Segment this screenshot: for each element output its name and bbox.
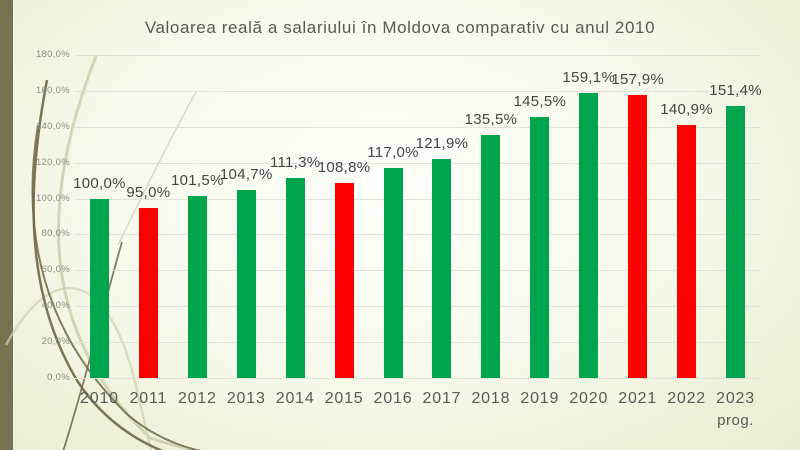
bar-2014[interactable] (285, 178, 305, 378)
y-axis-tick-label: 180,0% (35, 49, 70, 60)
bar-2018[interactable] (481, 134, 501, 378)
bar-value-label: 157,9% (611, 70, 665, 88)
bar-2022[interactable] (677, 125, 697, 378)
chart-title: Valoarea reală a salariului în Moldova c… (144, 18, 656, 37)
y-axis-tick-label: 20,0% (41, 336, 70, 348)
x-axis-label: 2013 (226, 390, 266, 407)
bar-2023[interactable] (726, 106, 746, 378)
bar-2021[interactable] (628, 94, 648, 378)
y-axis-tick-label: 80,0% (41, 228, 70, 240)
x-axis-label: 2023 (716, 390, 755, 407)
bar-2015[interactable] (334, 182, 354, 378)
bar-value-label: 111,3% (269, 154, 321, 172)
x-axis-label: 2014 (275, 390, 315, 407)
bar-2010[interactable] (89, 198, 109, 378)
x-axis-label: 2010 (80, 390, 119, 407)
bar-value-label: 104,7% (219, 166, 273, 184)
x-axis-label: 2021 (618, 390, 658, 407)
bar-value-label: 117,0% (367, 144, 419, 162)
bar-2017[interactable] (432, 159, 452, 378)
x-axis-label: 2019 (520, 390, 560, 407)
x-axis-label: 2018 (471, 390, 511, 407)
bar-value-label: 145,5% (513, 92, 567, 110)
bar-value-label: 121,9% (415, 135, 469, 153)
x-axis-label: 2016 (373, 390, 413, 407)
gridline (75, 90, 760, 92)
gridline (75, 342, 760, 344)
x-axis-label: 2017 (422, 390, 462, 407)
bar-2020[interactable] (579, 92, 599, 378)
x-axis-sublabel: prog. (717, 412, 754, 429)
gridline (75, 162, 760, 164)
y-axis-tick-label: 140,0% (35, 120, 70, 132)
bar-2013[interactable] (236, 190, 256, 378)
gridline (75, 378, 760, 379)
y-axis-tick-label: 160,0% (35, 84, 70, 96)
gridline (75, 306, 760, 308)
bar-value-label: 159,1% (562, 68, 616, 86)
x-axis-label: 2011 (129, 390, 168, 407)
y-axis-tick-label: 0,0% (47, 372, 70, 383)
x-axis-label: 2020 (569, 390, 609, 407)
y-axis-tick-label: 60,0% (41, 264, 70, 276)
x-axis-label: 2022 (667, 390, 706, 407)
swoosh-light-arc (4, 286, 153, 450)
x-axis-label: 2012 (177, 390, 217, 407)
bar-2011[interactable] (138, 207, 158, 378)
x-axis-label: 2015 (324, 390, 364, 407)
bar-value-label: 151,4% (709, 82, 762, 100)
bar-2012[interactable] (187, 195, 207, 378)
y-axis-tick-label: 120,0% (35, 156, 70, 168)
y-axis-tick-label: 100,0% (35, 192, 70, 204)
bar-value-label: 140,9% (660, 101, 713, 119)
bar-value-label: 135,5% (464, 110, 518, 128)
bar-value-label: 108,8% (317, 158, 371, 176)
gridline (75, 198, 760, 200)
gridline (75, 270, 760, 272)
bar-value-label: 101,5% (170, 171, 224, 189)
gridline (75, 126, 760, 128)
y-axis-tick-label: 40,0% (41, 300, 70, 312)
bar-2019[interactable] (530, 116, 550, 378)
gridline (75, 55, 760, 56)
bar-2016[interactable] (383, 168, 403, 378)
bar-value-label: 100,0% (73, 174, 126, 192)
gridline (75, 234, 760, 236)
bar-value-label: 95,0% (126, 183, 171, 201)
